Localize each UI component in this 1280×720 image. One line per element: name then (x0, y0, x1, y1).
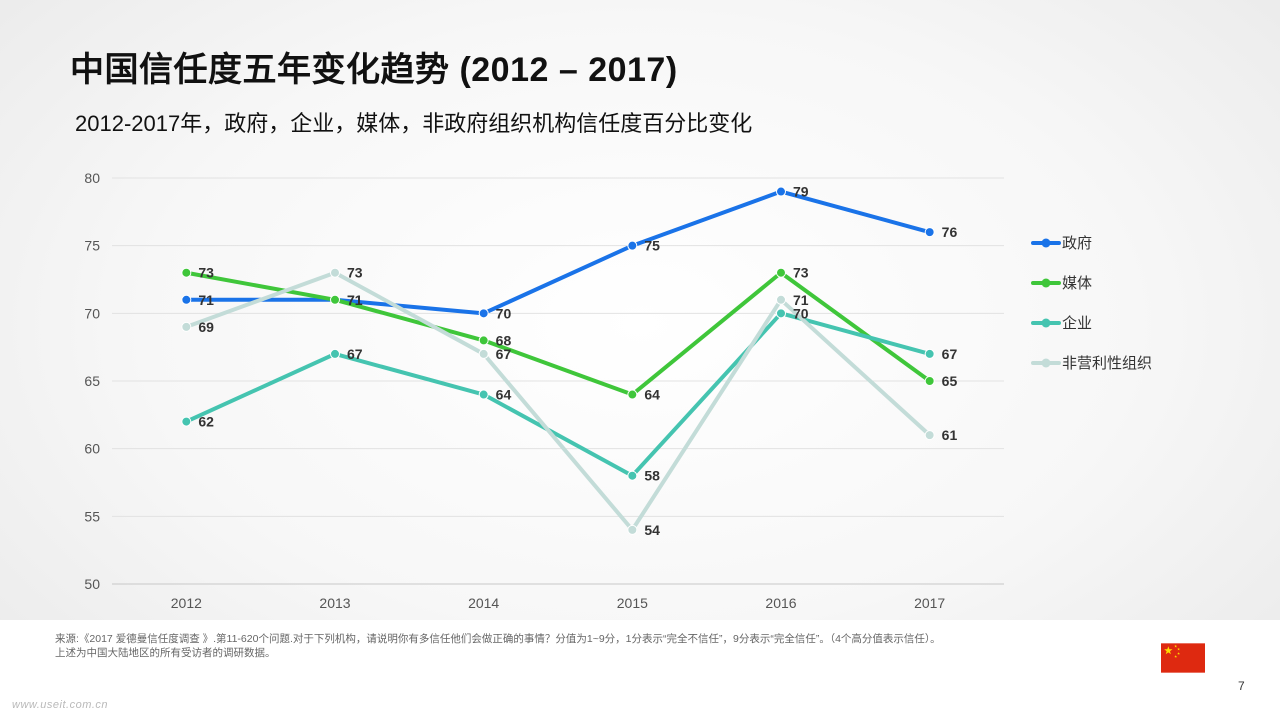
legend-label: 非营利性组织 (1062, 355, 1152, 372)
data-point (924, 227, 935, 238)
data-point (478, 389, 489, 400)
flag-star (1164, 646, 1173, 655)
data-label: 67 (942, 346, 958, 362)
flag-star (1177, 652, 1180, 655)
data-label: 62 (198, 414, 214, 430)
y-tick-label: 70 (84, 305, 100, 321)
data-point (924, 430, 935, 441)
chart-grid: 50 55 60 65 70 75 80 2012 2013 2014 2015 2016 2017 (84, 170, 1004, 611)
data-label: 67 (347, 346, 363, 362)
series-line (184, 311, 932, 478)
legend-label: 企业 (1062, 314, 1092, 332)
flag-star (1174, 655, 1178, 658)
chart-series (181, 186, 935, 535)
x-tick-label: 2015 (617, 595, 648, 611)
data-point (776, 294, 786, 305)
data-label: 64 (496, 387, 512, 403)
data-point (627, 389, 638, 400)
data-label: 73 (347, 265, 363, 281)
page-number: 7 (1238, 679, 1245, 693)
data-label: 68 (496, 332, 512, 348)
data-point (924, 348, 935, 359)
page-title: 中国信任度五年变化趋势 (2012 – 2017) (70, 51, 678, 89)
data-point (330, 348, 340, 359)
x-tick-label: 2017 (914, 595, 945, 611)
x-tick-label: 2012 (171, 595, 202, 611)
data-label: 61 (942, 427, 958, 443)
y-tick-label: 65 (84, 373, 100, 389)
data-point (181, 321, 192, 332)
y-tick-label: 75 (84, 238, 100, 254)
data-label: 73 (793, 265, 809, 281)
x-tick-label: 2014 (468, 595, 499, 611)
x-tick-label: 2013 (319, 595, 350, 611)
series-line (184, 189, 932, 316)
data-label: 71 (198, 292, 214, 308)
footer-band (0, 620, 1280, 720)
chart-subtitle: 2012-2017年，政府，企业，媒体，非政府组织机构信任度百分比变化 (75, 111, 753, 136)
data-label: 67 (496, 346, 512, 362)
data-point (181, 416, 192, 427)
series-line (184, 270, 932, 397)
data-point (627, 240, 638, 251)
data-point (330, 267, 340, 278)
china-flag-icon (1161, 643, 1205, 673)
y-tick-label: 50 (84, 576, 100, 592)
data-point (181, 294, 192, 305)
legend-swatch-marker (1041, 238, 1051, 248)
data-label: 70 (496, 305, 512, 321)
watermark: www.useit.com.cn (12, 699, 109, 711)
y-tick-label: 55 (84, 508, 100, 524)
data-label: 70 (793, 305, 809, 321)
line-chart: 50 55 60 65 70 75 80 2012 2013 2014 2015 2016 2017 7… (84, 170, 1152, 611)
data-label: 69 (198, 319, 214, 335)
legend-item: 政府 (1031, 235, 1092, 252)
data-label: 79 (793, 184, 809, 200)
y-tick-label: 80 (84, 170, 100, 186)
data-label: 54 (644, 522, 660, 538)
data-point (924, 376, 935, 386)
data-label: 58 (644, 468, 660, 484)
data-label: 71 (793, 292, 809, 308)
data-point (627, 524, 638, 535)
data-label: 71 (347, 292, 363, 308)
flag-star (1174, 644, 1178, 648)
data-point (478, 335, 489, 346)
data-label: 71 (347, 292, 363, 308)
y-tick-label: 60 (84, 441, 100, 457)
legend-swatch-marker (1041, 278, 1051, 288)
data-point (776, 267, 786, 278)
data-point (776, 186, 786, 197)
legend-item: 企业 (1031, 314, 1092, 332)
data-label: 76 (942, 224, 958, 240)
data-point (478, 308, 489, 319)
legend-swatch-marker (1041, 358, 1051, 368)
source-note: 来源:《2017 爱德曼信任度调查 》.第11-620个问题.对于下列机构，请说… (55, 633, 941, 659)
legend-label: 政府 (1062, 235, 1092, 252)
data-label: 75 (644, 238, 660, 254)
data-point (776, 308, 786, 319)
legend-item: 媒体 (1031, 275, 1092, 292)
data-point (330, 294, 340, 305)
data-point (181, 267, 192, 278)
flag-star (1177, 647, 1180, 651)
legend-item: 非营利性组织 (1031, 355, 1152, 372)
series-line (184, 270, 932, 532)
chart-data-labels: 71 71707579767371686473656267645870676973… (198, 184, 957, 538)
legend-swatch-marker (1041, 318, 1051, 328)
data-label: 73 (198, 265, 214, 281)
legend-label: 媒体 (1062, 275, 1092, 292)
data-label: 65 (942, 373, 958, 389)
data-point (478, 348, 489, 359)
data-label: 64 (644, 387, 660, 403)
data-point (627, 470, 638, 481)
x-tick-label: 2016 (765, 595, 796, 611)
